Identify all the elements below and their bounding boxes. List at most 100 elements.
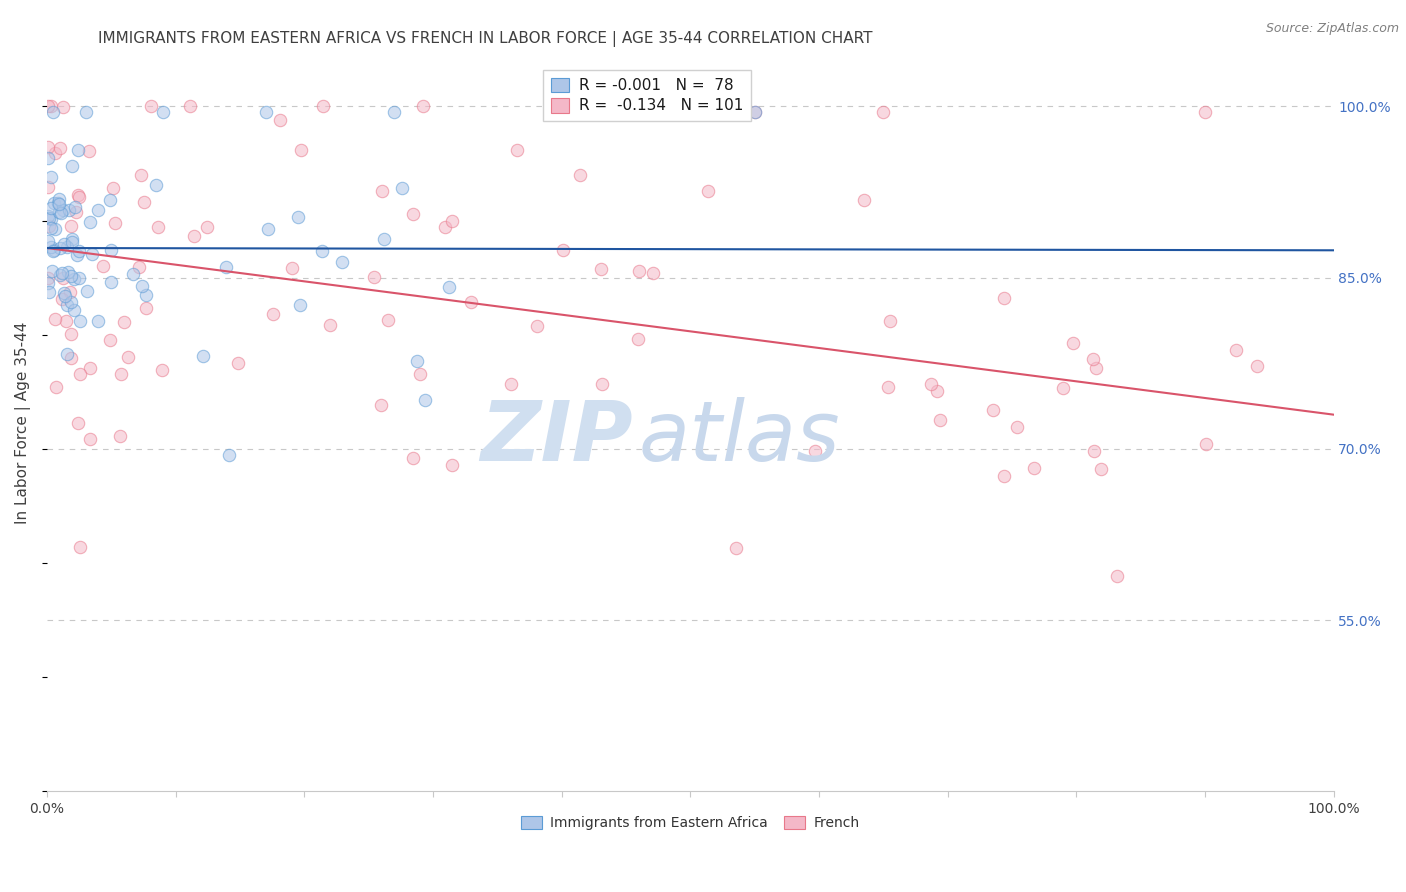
- Point: [52, 270, 75, 285]
- Point: [59, 327, 82, 342]
- Point: [373, 232, 395, 246]
- Point: [59, 268, 82, 283]
- Point: [44, 146, 66, 161]
- Point: [179, 99, 201, 113]
- Point: [927, 384, 949, 398]
- Point: [406, 354, 429, 368]
- Point: [197, 219, 219, 234]
- Point: [67, 188, 90, 202]
- Point: [62, 272, 84, 286]
- Point: [183, 228, 205, 243]
- Point: [49, 268, 72, 282]
- Point: [117, 350, 139, 364]
- Point: [42, 196, 65, 211]
- Point: [1024, 460, 1046, 475]
- Point: [56, 265, 79, 279]
- Point: [37, 99, 59, 113]
- Point: [44, 311, 66, 326]
- Point: [67, 244, 90, 258]
- Point: [44, 243, 66, 257]
- Point: [152, 105, 174, 120]
- Point: [1107, 569, 1129, 583]
- Point: [121, 267, 143, 281]
- Point: [724, 541, 747, 555]
- Point: [131, 279, 153, 293]
- Point: [60, 219, 83, 233]
- Point: [69, 313, 91, 327]
- Point: [52, 101, 75, 115]
- Point: [37, 180, 59, 194]
- Point: [37, 209, 59, 223]
- Point: [1083, 352, 1105, 367]
- Point: [382, 105, 405, 120]
- Point: [41, 211, 63, 226]
- Point: [1052, 381, 1074, 395]
- Point: [226, 356, 249, 370]
- Point: [100, 244, 122, 258]
- Point: [193, 349, 215, 363]
- Point: [262, 307, 284, 321]
- Point: [42, 105, 65, 120]
- Point: [441, 458, 464, 472]
- Point: [269, 113, 291, 128]
- Point: [60, 351, 83, 365]
- Point: [45, 380, 67, 394]
- Point: [150, 363, 173, 377]
- Point: [135, 301, 157, 316]
- Point: [67, 143, 90, 157]
- Point: [66, 416, 89, 430]
- Point: [39, 221, 62, 235]
- Y-axis label: In Labor Force | Age 35-44: In Labor Force | Age 35-44: [15, 322, 31, 524]
- Point: [370, 398, 392, 412]
- Point: [52, 203, 75, 218]
- Point: [53, 289, 76, 303]
- Point: [51, 292, 73, 306]
- Point: [371, 185, 394, 199]
- Point: [744, 105, 766, 120]
- Point: [60, 295, 83, 310]
- Point: [872, 105, 894, 120]
- Text: atlas: atlas: [638, 398, 841, 478]
- Point: [39, 99, 62, 113]
- Point: [37, 271, 59, 285]
- Point: [993, 291, 1015, 305]
- Point: [254, 105, 277, 120]
- Point: [920, 377, 942, 392]
- Point: [44, 222, 66, 236]
- Point: [744, 105, 766, 120]
- Text: ZIP: ZIP: [479, 398, 633, 478]
- Point: [319, 318, 342, 332]
- Point: [409, 368, 432, 382]
- Point: [108, 429, 131, 443]
- Point: [591, 261, 613, 276]
- Point: [37, 234, 59, 248]
- Point: [981, 403, 1004, 417]
- Point: [39, 169, 62, 184]
- Point: [65, 205, 87, 219]
- Point: [312, 99, 335, 113]
- Point: [215, 260, 238, 274]
- Point: [415, 392, 437, 407]
- Point: [75, 105, 97, 120]
- Point: [55, 314, 77, 328]
- Point: [62, 303, 84, 318]
- Point: [1246, 359, 1268, 373]
- Point: [98, 333, 121, 347]
- Point: [218, 448, 240, 462]
- Point: [401, 207, 423, 221]
- Point: [103, 181, 125, 195]
- Point: [37, 140, 59, 154]
- Point: [131, 168, 153, 182]
- Point: [412, 99, 434, 113]
- Point: [110, 368, 132, 382]
- Point: [853, 193, 876, 207]
- Point: [56, 298, 79, 312]
- Point: [60, 159, 83, 173]
- Point: [79, 361, 101, 376]
- Point: [53, 285, 76, 300]
- Point: [79, 215, 101, 229]
- Point: [288, 297, 311, 311]
- Point: [993, 468, 1015, 483]
- Point: [1085, 360, 1108, 375]
- Point: [82, 247, 104, 261]
